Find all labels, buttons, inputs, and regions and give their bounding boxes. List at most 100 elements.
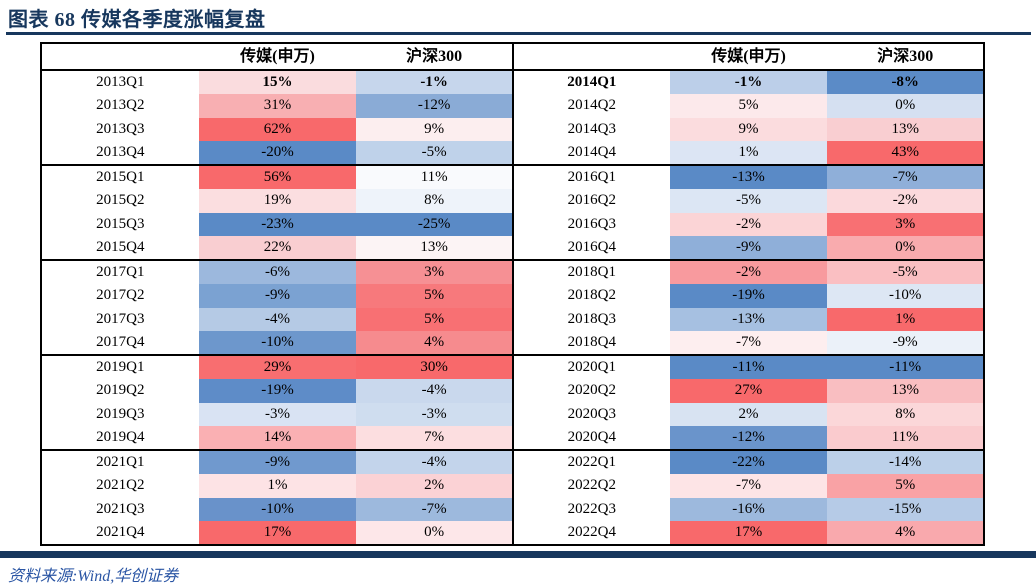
media-value-cell: -9% xyxy=(198,451,357,475)
hs300-value-cell: -11% xyxy=(827,356,984,380)
hs300-value-cell: 3% xyxy=(827,212,984,236)
quarter-cell: 2015Q1 xyxy=(42,166,199,190)
header-hs300-left: 沪深300 xyxy=(406,47,463,65)
hs300-value-cell: 9% xyxy=(356,117,513,141)
table-row: 2013Q4 -20% -5% 2014Q4 1% 43% xyxy=(42,140,984,166)
quarter-cell: 2017Q3 xyxy=(42,307,199,331)
media-value-cell: -4% xyxy=(198,307,357,331)
media-value-cell: -9% xyxy=(198,284,357,308)
media-value-cell: 31% xyxy=(198,94,357,118)
media-value-cell: 56% xyxy=(198,166,357,190)
hs300-value-cell: 8% xyxy=(827,402,984,426)
quarter-cell: 2019Q2 xyxy=(42,379,199,403)
media-value-cell: -16% xyxy=(669,497,828,521)
quarter-cell: 2021Q4 xyxy=(42,520,199,544)
quarter-cell: 2018Q1 xyxy=(512,261,670,285)
quarter-cell: 2016Q2 xyxy=(512,189,670,213)
media-value-cell: -13% xyxy=(669,307,828,331)
header-hs300-right: 沪深300 xyxy=(877,47,934,65)
table-row: 2019Q3 -3% -3% 2020Q3 2% 8% xyxy=(42,402,984,426)
table-row: 2015Q4 22% 13% 2016Q4 -9% 0% xyxy=(42,235,984,261)
media-value-cell: 1% xyxy=(669,140,828,164)
quarter-cell: 2021Q2 xyxy=(42,474,199,498)
table-body: 2013Q1 15% -1% 2014Q1 -1% -8% 2013Q2 31% -12% 201… xyxy=(42,71,984,544)
media-value-cell: 17% xyxy=(669,520,828,544)
media-value-cell: 62% xyxy=(198,117,357,141)
media-value-cell: -20% xyxy=(198,140,357,164)
media-value-cell: 15% xyxy=(198,71,357,95)
hs300-value-cell: 5% xyxy=(827,474,984,498)
quarter-cell: 2015Q4 xyxy=(42,235,199,259)
media-value-cell: -9% xyxy=(669,235,828,259)
quarter-cell: 2019Q3 xyxy=(42,402,199,426)
table-row: 2019Q4 14% 7% 2020Q4 -12% 11% xyxy=(42,425,984,451)
quarter-cell: 2019Q4 xyxy=(42,425,199,449)
quarter-cell: 2022Q3 xyxy=(512,497,670,521)
quarter-cell: 2020Q2 xyxy=(512,379,670,403)
quarter-cell: 2020Q3 xyxy=(512,402,670,426)
table-row: 2017Q4 -10% 4% 2018Q4 -7% -9% xyxy=(42,330,984,356)
table-row: 2015Q3 -23% -25% 2016Q3 -2% 3% xyxy=(42,212,984,236)
hs300-value-cell: 11% xyxy=(356,166,513,190)
media-value-cell: -2% xyxy=(669,261,828,285)
table-row: 2021Q1 -9% -4% 2022Q1 -22% -14% xyxy=(42,451,984,475)
media-value-cell: -22% xyxy=(669,451,828,475)
media-value-cell: 2% xyxy=(669,402,828,426)
quarter-cell: 2019Q1 xyxy=(42,356,199,380)
quarter-cell: 2014Q4 xyxy=(512,140,670,164)
quarter-cell: 2014Q1 xyxy=(512,71,670,95)
hs300-value-cell: -4% xyxy=(356,451,513,475)
figure-title: 图表 68 传媒各季度涨幅复盘 xyxy=(8,9,266,31)
quarter-cell: 2017Q4 xyxy=(42,330,199,354)
media-value-cell: -10% xyxy=(198,497,357,521)
media-value-cell: -6% xyxy=(198,261,357,285)
table-row: 2017Q2 -9% 5% 2018Q2 -19% -10% xyxy=(42,284,984,308)
hs300-value-cell: 4% xyxy=(356,330,513,354)
table-row: 2017Q3 -4% 5% 2018Q3 -13% 1% xyxy=(42,307,984,331)
media-value-cell: 9% xyxy=(669,117,828,141)
hs300-value-cell: 3% xyxy=(356,261,513,285)
media-value-cell: 14% xyxy=(198,425,357,449)
hs300-value-cell: -5% xyxy=(827,261,984,285)
quarter-cell: 2014Q2 xyxy=(512,94,670,118)
quarter-cell: 2016Q1 xyxy=(512,166,670,190)
quarter-cell: 2015Q3 xyxy=(42,212,199,236)
quarter-cell: 2016Q3 xyxy=(512,212,670,236)
media-value-cell: -2% xyxy=(669,212,828,236)
table-row: 2019Q2 -19% -4% 2020Q2 27% 13% xyxy=(42,379,984,403)
hs300-value-cell: 30% xyxy=(356,356,513,380)
hs300-value-cell: -8% xyxy=(827,71,984,95)
hs300-value-cell: 11% xyxy=(827,425,984,449)
quarter-cell: 2013Q1 xyxy=(42,71,199,95)
media-value-cell: -7% xyxy=(669,330,828,354)
media-value-cell: -3% xyxy=(198,402,357,426)
table-row: 2021Q2 1% 2% 2022Q2 -7% 5% xyxy=(42,474,984,498)
table-row: 2015Q1 56% 11% 2016Q1 -13% -7% xyxy=(42,166,984,190)
quarter-cell: 2021Q3 xyxy=(42,497,199,521)
media-value-cell: 17% xyxy=(198,520,357,544)
media-value-cell: -23% xyxy=(198,212,357,236)
quarter-cell: 2018Q2 xyxy=(512,284,670,308)
quarter-cell: 2022Q4 xyxy=(512,520,670,544)
quarter-cell: 2017Q2 xyxy=(42,284,199,308)
hs300-value-cell: -12% xyxy=(356,94,513,118)
hs300-value-cell: -14% xyxy=(827,451,984,475)
quarter-cell: 2014Q3 xyxy=(512,117,670,141)
hs300-value-cell: 13% xyxy=(827,117,984,141)
quarter-cell: 2018Q3 xyxy=(512,307,670,331)
quarter-cell: 2022Q2 xyxy=(512,474,670,498)
hs300-value-cell: -5% xyxy=(356,140,513,164)
table-row: 2021Q3 -10% -7% 2022Q3 -16% -15% xyxy=(42,497,984,521)
hs300-value-cell: -3% xyxy=(356,402,513,426)
table-row: 2021Q4 17% 0% 2022Q4 17% 4% xyxy=(42,520,984,544)
quarter-cell: 2017Q1 xyxy=(42,261,199,285)
section-bottom-bar xyxy=(0,551,1036,558)
media-value-cell: -12% xyxy=(669,425,828,449)
header-quarter-right xyxy=(512,44,670,69)
quarter-cell: 2013Q2 xyxy=(42,94,199,118)
table-header-row: 传媒(申万) 沪深300 传媒(申万) 沪深300 xyxy=(42,44,983,71)
hs300-value-cell: 8% xyxy=(356,189,513,213)
hs300-value-cell: 13% xyxy=(827,379,984,403)
media-value-cell: -1% xyxy=(669,71,828,95)
media-value-cell: 22% xyxy=(198,235,357,259)
